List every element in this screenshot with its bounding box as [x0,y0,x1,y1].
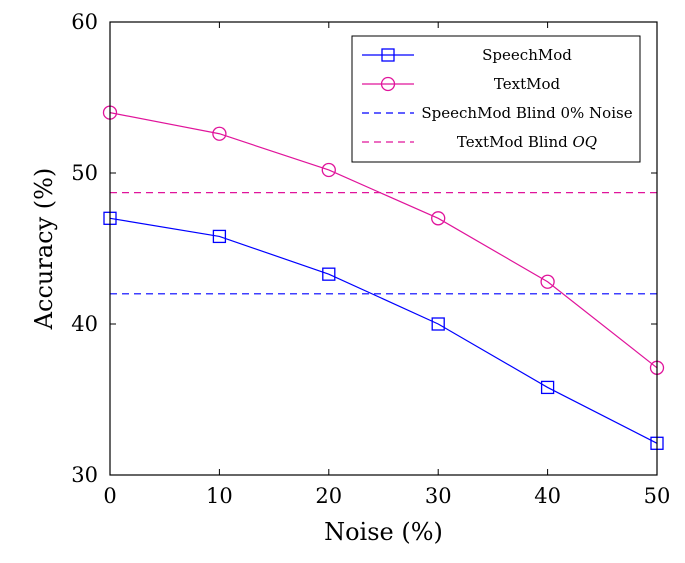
data-point [540,380,555,395]
data-point [540,274,555,289]
legend-label: TextMod Blind OQ [457,133,597,151]
legend-label: SpeechMod [482,46,572,64]
legend-item: TextMod [362,75,560,93]
data-point [322,267,336,281]
legend-marker [380,76,396,92]
y-tick-label: 60 [71,10,98,34]
series-0 [103,211,664,450]
x-tick-label: 30 [425,484,452,508]
series-line [109,217,658,444]
legend-item: TextMod Blind OQ [362,133,597,151]
y-tick-label: 30 [71,463,98,487]
legend-label: SpeechMod Blind 0% Noise [421,104,632,122]
data-point [431,211,446,226]
x-tick-label: 40 [534,484,561,508]
series-line [109,112,658,369]
ticks-layer: 0 10 20 30 40 50 30 40 50 60 [71,10,670,508]
x-tick-label: 10 [206,484,233,508]
legend-label: TextMod [494,75,561,93]
legend-item: SpeechMod [362,46,572,64]
legend-items: SpeechMod TextMod SpeechMod Blind 0% Noise… [362,46,633,151]
y-axis-label: Accuracy (%) [30,168,58,331]
legend: SpeechMod TextMod SpeechMod Blind 0% Noise… [351,35,641,163]
data-point [321,162,336,178]
legend-item: SpeechMod Blind 0% Noise [362,104,633,122]
x-tick-label: 50 [644,484,671,508]
x-tick-label: 0 [103,484,116,508]
legend-box [351,35,641,163]
x-tick-label: 20 [315,484,342,508]
legend-marker [381,48,395,62]
y-tick-label: 50 [71,161,98,185]
data-point [212,229,227,244]
x-axis-label: Noise (%) [324,518,443,546]
data-point [431,317,445,331]
plot-frame [109,21,658,476]
y-tick-label: 40 [71,312,98,336]
data-point [212,126,227,141]
